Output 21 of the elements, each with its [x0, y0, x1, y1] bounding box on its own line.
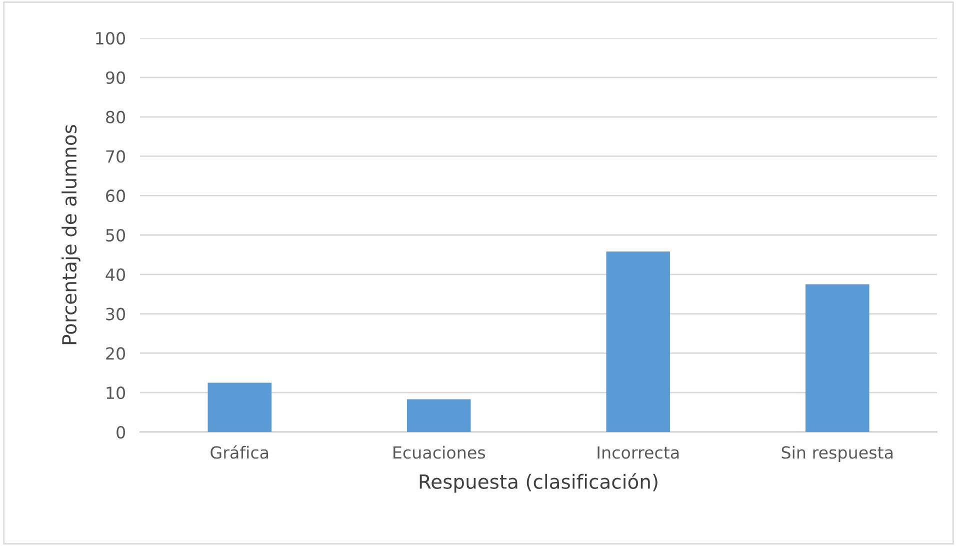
bar — [406, 399, 471, 432]
x-tick-label: Incorrecta — [598, 446, 679, 459]
y-tick-label: 90 — [106, 71, 126, 84]
y-tick-label: 30 — [106, 308, 126, 320]
y-tick-label: 70 — [106, 150, 126, 163]
x-axis-title: Respuesta (clasificación) — [420, 473, 658, 493]
y-tick-label: 100 — [96, 32, 126, 45]
y-tick-label: 60 — [106, 190, 126, 202]
y-tick-label: 40 — [106, 268, 126, 281]
y-axis-title: Porcentaje de alumnos — [62, 124, 80, 344]
x-tick-label: Sin respuesta — [782, 446, 893, 462]
bar — [606, 252, 670, 432]
y-tick-label: 80 — [106, 110, 126, 124]
y-tick-label: 50 — [106, 228, 126, 242]
x-tick-label: Ecuaciones — [394, 446, 486, 459]
y-tick-label: 20 — [106, 347, 126, 360]
bar — [805, 284, 870, 432]
bar — [208, 382, 272, 432]
x-tick-label: Gráfica — [210, 445, 268, 459]
y-tick-label: 0 — [116, 426, 126, 439]
y-tick-label: 10 — [106, 386, 126, 400]
